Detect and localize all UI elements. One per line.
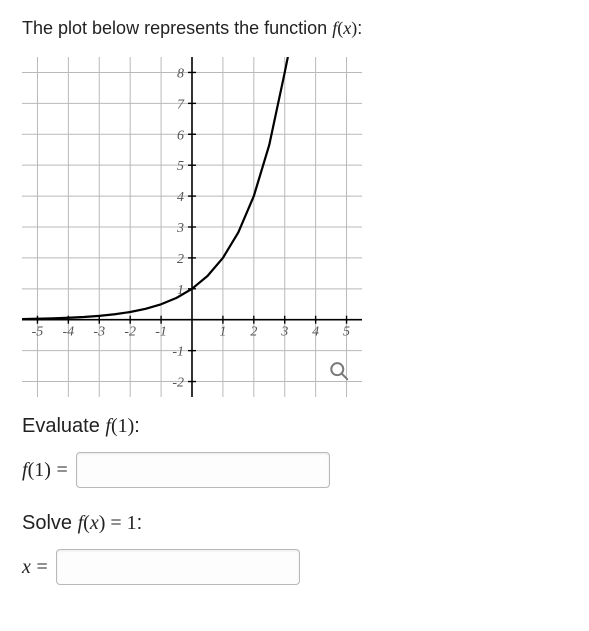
svg-text:-3: -3 bbox=[93, 325, 105, 340]
q1-val: 1 bbox=[118, 415, 128, 437]
svg-text:1: 1 bbox=[219, 325, 226, 340]
q2-arg: x bbox=[90, 512, 99, 534]
plot-svg: -5-4-3-2-112345-2-112345678 bbox=[22, 57, 362, 397]
q2-equals: = bbox=[105, 512, 126, 534]
solve-input[interactable] bbox=[56, 549, 300, 585]
svg-text:4: 4 bbox=[177, 190, 184, 205]
svg-text:-2: -2 bbox=[172, 376, 184, 391]
eq2-lhs: x = bbox=[22, 556, 48, 579]
svg-text:-2: -2 bbox=[124, 325, 136, 340]
q2-suffix: : bbox=[137, 512, 143, 534]
svg-text:5: 5 bbox=[343, 325, 350, 340]
svg-text:-1: -1 bbox=[172, 345, 184, 360]
q2-rhs: 1 bbox=[127, 512, 137, 534]
intro-arg: x bbox=[343, 18, 351, 38]
intro-prefix: The plot below represents the function bbox=[22, 18, 332, 38]
svg-text:5: 5 bbox=[177, 159, 184, 174]
eq2-equals: = bbox=[36, 556, 47, 578]
q2-open: ( bbox=[83, 512, 90, 534]
svg-text:2: 2 bbox=[250, 325, 257, 340]
q1-open: ( bbox=[111, 415, 118, 437]
question-evaluate: Evaluate f(1): bbox=[22, 415, 567, 438]
svg-text:3: 3 bbox=[280, 325, 288, 340]
eq1-val: 1 bbox=[34, 459, 44, 481]
evaluate-input[interactable] bbox=[76, 452, 330, 488]
q2-prefix: Solve bbox=[22, 512, 78, 534]
svg-text:2: 2 bbox=[177, 252, 184, 267]
q1-prefix: Evaluate bbox=[22, 415, 105, 437]
eq1-lhs: f(1) = bbox=[22, 459, 68, 482]
svg-text:-5: -5 bbox=[32, 325, 44, 340]
svg-text:6: 6 bbox=[177, 128, 184, 143]
svg-text:3: 3 bbox=[176, 221, 184, 236]
function-plot: -5-4-3-2-112345-2-112345678 bbox=[22, 57, 362, 397]
eq2-var: x bbox=[22, 556, 31, 578]
question-solve: Solve f(x) = 1: bbox=[22, 512, 567, 535]
svg-text:4: 4 bbox=[312, 325, 319, 340]
eq1-equals: = bbox=[56, 459, 67, 481]
intro-suffix: : bbox=[357, 18, 362, 38]
svg-text:8: 8 bbox=[177, 66, 184, 81]
svg-text:7: 7 bbox=[177, 97, 185, 112]
evaluate-row: f(1) = bbox=[22, 452, 567, 488]
intro-text: The plot below represents the function f… bbox=[22, 18, 567, 39]
svg-text:-1: -1 bbox=[155, 325, 167, 340]
q1-suffix: : bbox=[134, 415, 140, 437]
eq1-close: ) bbox=[44, 459, 51, 481]
solve-row: x = bbox=[22, 549, 567, 585]
svg-text:-4: -4 bbox=[63, 325, 75, 340]
